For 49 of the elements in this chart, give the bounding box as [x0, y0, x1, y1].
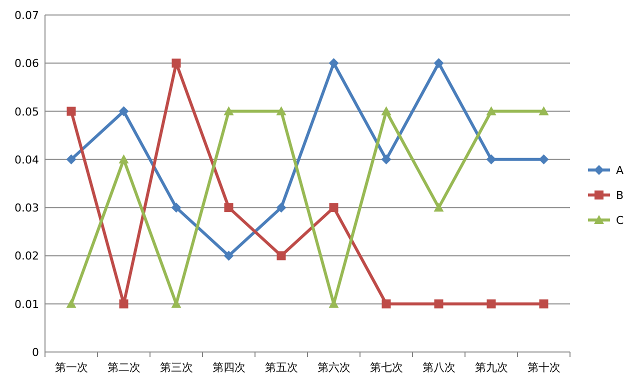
- point: [171, 202, 182, 213]
- x-tick-label: 第九次: [474, 361, 508, 374]
- y-tick-label: 0.05: [14, 105, 39, 118]
- x-tick-label: 第十次: [527, 361, 560, 374]
- point: [434, 299, 444, 308]
- point: [381, 106, 392, 116]
- point: [539, 299, 548, 308]
- point: [118, 106, 129, 116]
- x-tick-label: 第五次: [264, 361, 298, 374]
- x-tick-label: 第一次: [54, 361, 88, 374]
- y-tick-label: 0.02: [14, 250, 39, 263]
- point: [276, 202, 286, 213]
- x-tick-label: 第八次: [422, 361, 456, 374]
- point: [172, 58, 181, 68]
- point: [486, 106, 496, 116]
- y-tick-label: 0.06: [14, 57, 39, 70]
- point: [381, 154, 392, 164]
- point: [486, 154, 496, 164]
- y-tick-label: 0.07: [14, 9, 39, 22]
- point: [224, 203, 234, 212]
- point: [538, 106, 549, 116]
- legend-label: C: [616, 214, 624, 227]
- x-tick-label: 第六次: [317, 361, 350, 374]
- point: [486, 299, 496, 308]
- x-tick-label: 第七次: [370, 361, 403, 374]
- point: [382, 299, 391, 308]
- y-tick-label: 0.01: [14, 298, 39, 311]
- point: [276, 106, 286, 116]
- x-tick-label: 第四次: [212, 361, 246, 374]
- point: [66, 106, 76, 116]
- point: [224, 250, 234, 261]
- point: [328, 58, 339, 68]
- y-tick-label: 0.04: [14, 153, 39, 166]
- point: [329, 203, 338, 212]
- y-tick-label: 0: [32, 346, 39, 359]
- legend-label: A: [616, 164, 624, 177]
- point: [434, 58, 444, 68]
- point: [119, 299, 128, 308]
- point: [118, 154, 129, 164]
- point: [276, 251, 286, 260]
- x-tick-label: 第三次: [160, 361, 193, 374]
- y-tick-label: 0.03: [14, 202, 39, 215]
- point: [66, 298, 76, 308]
- point: [434, 202, 444, 212]
- point: [538, 154, 549, 164]
- legend-label: B: [616, 189, 624, 202]
- x-tick-label: 第二次: [107, 361, 140, 374]
- point: [66, 154, 76, 164]
- point: [224, 106, 234, 116]
